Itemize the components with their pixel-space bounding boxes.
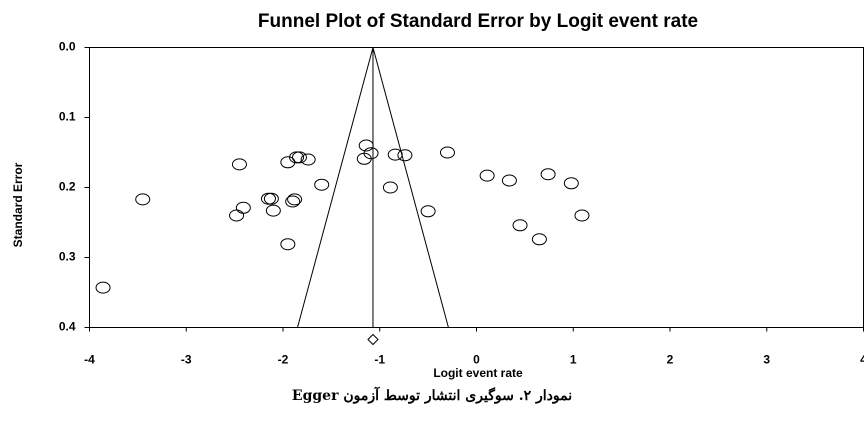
study-point [135, 193, 151, 206]
x-tick-label: 2 [667, 353, 674, 367]
study-point [574, 209, 590, 222]
x-tick-label: 3 [763, 353, 770, 367]
funnel-line [372, 47, 449, 328]
caption: نمودار ۲. سوگیری انتشار توسط آزمون Egger [292, 386, 572, 404]
chart-title: Funnel Plot of Standard Error by Logit e… [258, 11, 698, 32]
study-point [291, 151, 307, 164]
x-tick-label: 0 [473, 353, 480, 367]
study-point [420, 205, 436, 218]
x-axis-label: Logit event rate [433, 366, 523, 380]
summary-diamond [367, 333, 379, 346]
study-point [280, 238, 296, 251]
study-point [363, 147, 379, 160]
study-point [260, 192, 276, 205]
y-axis-label: Standard Error [11, 162, 25, 247]
study-point [358, 139, 374, 152]
study-point [479, 169, 495, 182]
funnel-line [297, 47, 374, 328]
study-point [300, 153, 316, 166]
x-tick-label: -1 [374, 353, 385, 367]
study-point [501, 174, 517, 187]
y-tick-label: 0.1 [59, 110, 76, 124]
study-point [563, 177, 579, 190]
study-point [95, 281, 111, 294]
study-point [512, 219, 528, 232]
study-point [263, 192, 279, 205]
y-tick-label: 0.4 [59, 320, 76, 334]
study-point [439, 146, 455, 159]
study-point [287, 193, 303, 206]
study-point [540, 168, 556, 181]
study-point [235, 201, 251, 214]
study-point [285, 195, 301, 208]
y-tick-label: 0.3 [59, 250, 76, 264]
study-point [387, 148, 403, 161]
y-tick-label: 0.2 [59, 180, 76, 194]
study-point [314, 178, 330, 191]
plot-frame [89, 47, 864, 328]
x-tick-label: -3 [181, 353, 192, 367]
study-point [265, 204, 281, 217]
y-tick-label: 0.0 [59, 40, 76, 54]
x-tick-label: 4 [860, 353, 864, 367]
study-point [531, 233, 547, 246]
study-point [229, 209, 245, 222]
study-point [397, 149, 413, 162]
x-tick-label: -2 [278, 353, 289, 367]
x-tick-label: 1 [570, 353, 577, 367]
x-tick-label: -4 [84, 353, 95, 367]
study-point [382, 181, 398, 194]
study-point [231, 158, 247, 171]
